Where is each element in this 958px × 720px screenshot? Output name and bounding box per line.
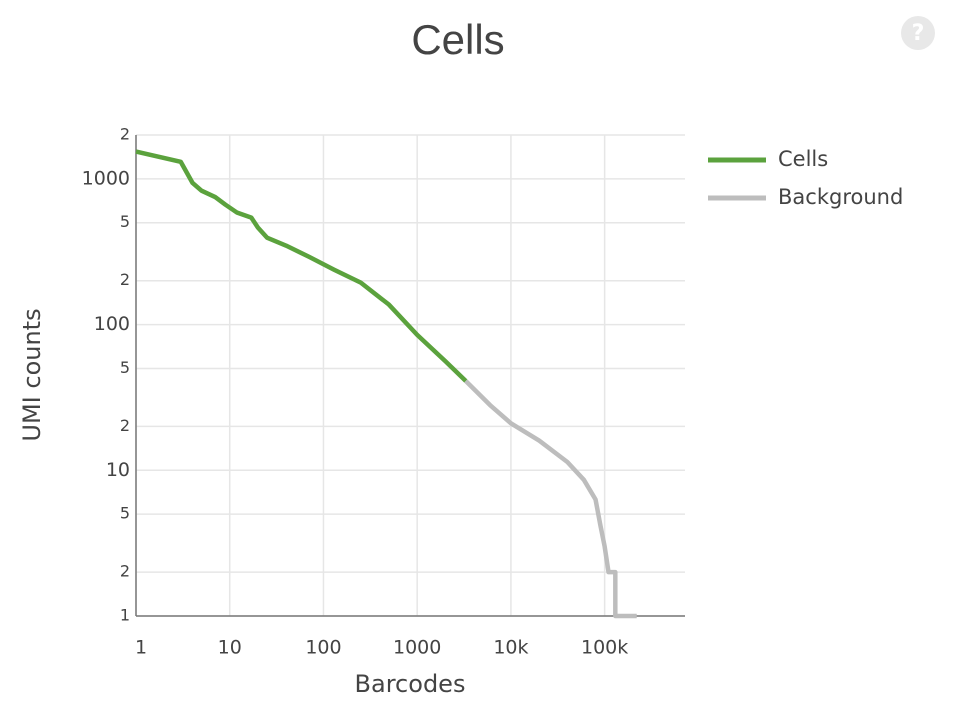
- x-tick-label: 1000: [393, 637, 441, 659]
- y-tick-label: 2: [120, 562, 130, 581]
- x-tick-label: 100k: [581, 637, 628, 659]
- y-axis-label: UMI counts: [18, 308, 46, 441]
- x-tick-label: 100: [305, 637, 341, 659]
- x-axis-label: Barcodes: [355, 670, 466, 698]
- y-tick-label: 5: [120, 504, 130, 523]
- y-tick-label: 5: [120, 212, 130, 231]
- y-tick-label: 10: [106, 459, 130, 481]
- y-tick-label: 100: [94, 313, 130, 335]
- y-tick-label: 2: [120, 416, 130, 435]
- chart-title: Cells: [411, 16, 504, 63]
- y-tick-label: 1000: [82, 167, 130, 189]
- x-tick-label: 10: [218, 637, 242, 659]
- legend-label: Background: [778, 185, 903, 209]
- legend-label: Cells: [778, 147, 828, 171]
- y-tick-label: 2: [120, 270, 130, 289]
- x-tick-label: 10k: [493, 637, 528, 659]
- line: [464, 379, 637, 619]
- help-icon[interactable]: [901, 16, 935, 50]
- x-tick-label: 1: [135, 637, 147, 659]
- y-tick-label: 2: [120, 125, 130, 144]
- help-icon-glyph[interactable]: ?: [912, 21, 925, 46]
- line: [135, 149, 468, 383]
- y-tick-label: 1: [120, 606, 130, 625]
- y-tick-label: 5: [120, 358, 130, 377]
